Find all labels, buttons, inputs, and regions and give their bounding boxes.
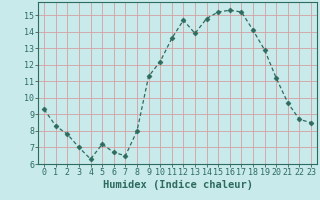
X-axis label: Humidex (Indice chaleur): Humidex (Indice chaleur)	[103, 180, 252, 190]
